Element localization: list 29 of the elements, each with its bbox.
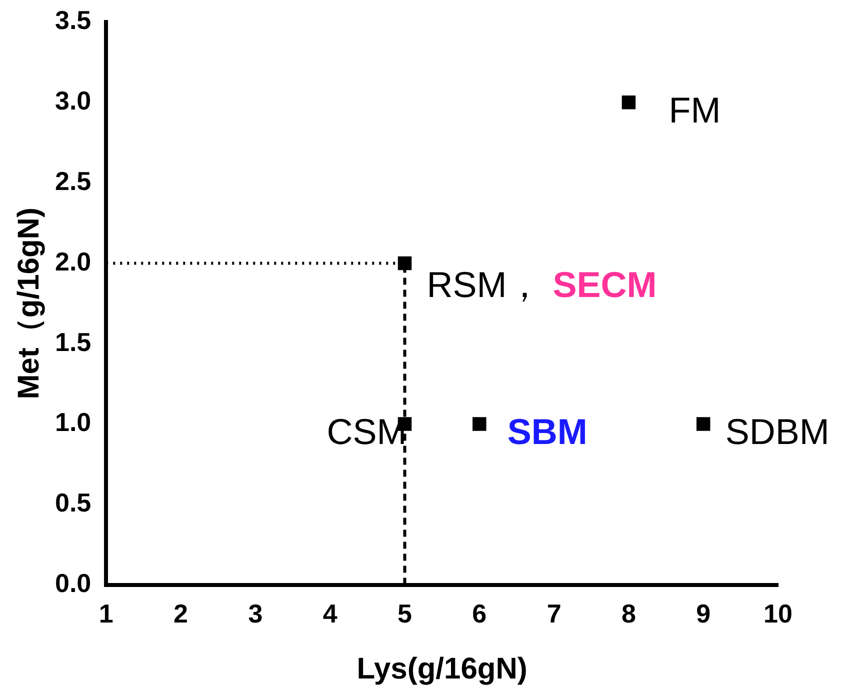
x-tick-label: 9: [696, 598, 711, 629]
annotation: SDBM: [725, 410, 830, 452]
x-tick-label: 4: [322, 598, 338, 629]
x-tick-label: 7: [546, 598, 562, 629]
y-axis-title: Met（g/16gN): [12, 208, 46, 400]
point: [622, 96, 636, 110]
y-tick-label: 2.0: [54, 246, 92, 276]
annotation: FM: [668, 89, 721, 130]
point: [696, 417, 710, 431]
x-tick-label: 3: [248, 598, 263, 629]
annotation: SECM: [552, 264, 657, 306]
y-tick-label: 0.5: [54, 488, 92, 518]
y-tick-label: 1.0: [54, 407, 92, 438]
x-tick-label: 1: [98, 598, 114, 629]
point: [472, 417, 486, 431]
x-tick-label: 10: [764, 598, 792, 629]
y-tick-label: 2.5: [54, 166, 92, 196]
y-tick-label: 1.5: [54, 326, 92, 357]
y-tick-label: 3.5: [54, 5, 92, 36]
x-tick-label: 6: [472, 598, 487, 629]
x-tick-label: 8: [621, 598, 636, 629]
y-tick-label: 0.0: [54, 568, 92, 598]
x-tick-label: 2: [174, 598, 188, 629]
point: [398, 256, 412, 270]
x-axis-title: Lys(g/16gN): [356, 652, 528, 686]
annotation: RSM，: [426, 264, 543, 306]
x-tick-label: 5: [398, 598, 412, 629]
y-tick-label: 3.0: [54, 86, 92, 116]
annotation: SBM: [507, 410, 588, 452]
